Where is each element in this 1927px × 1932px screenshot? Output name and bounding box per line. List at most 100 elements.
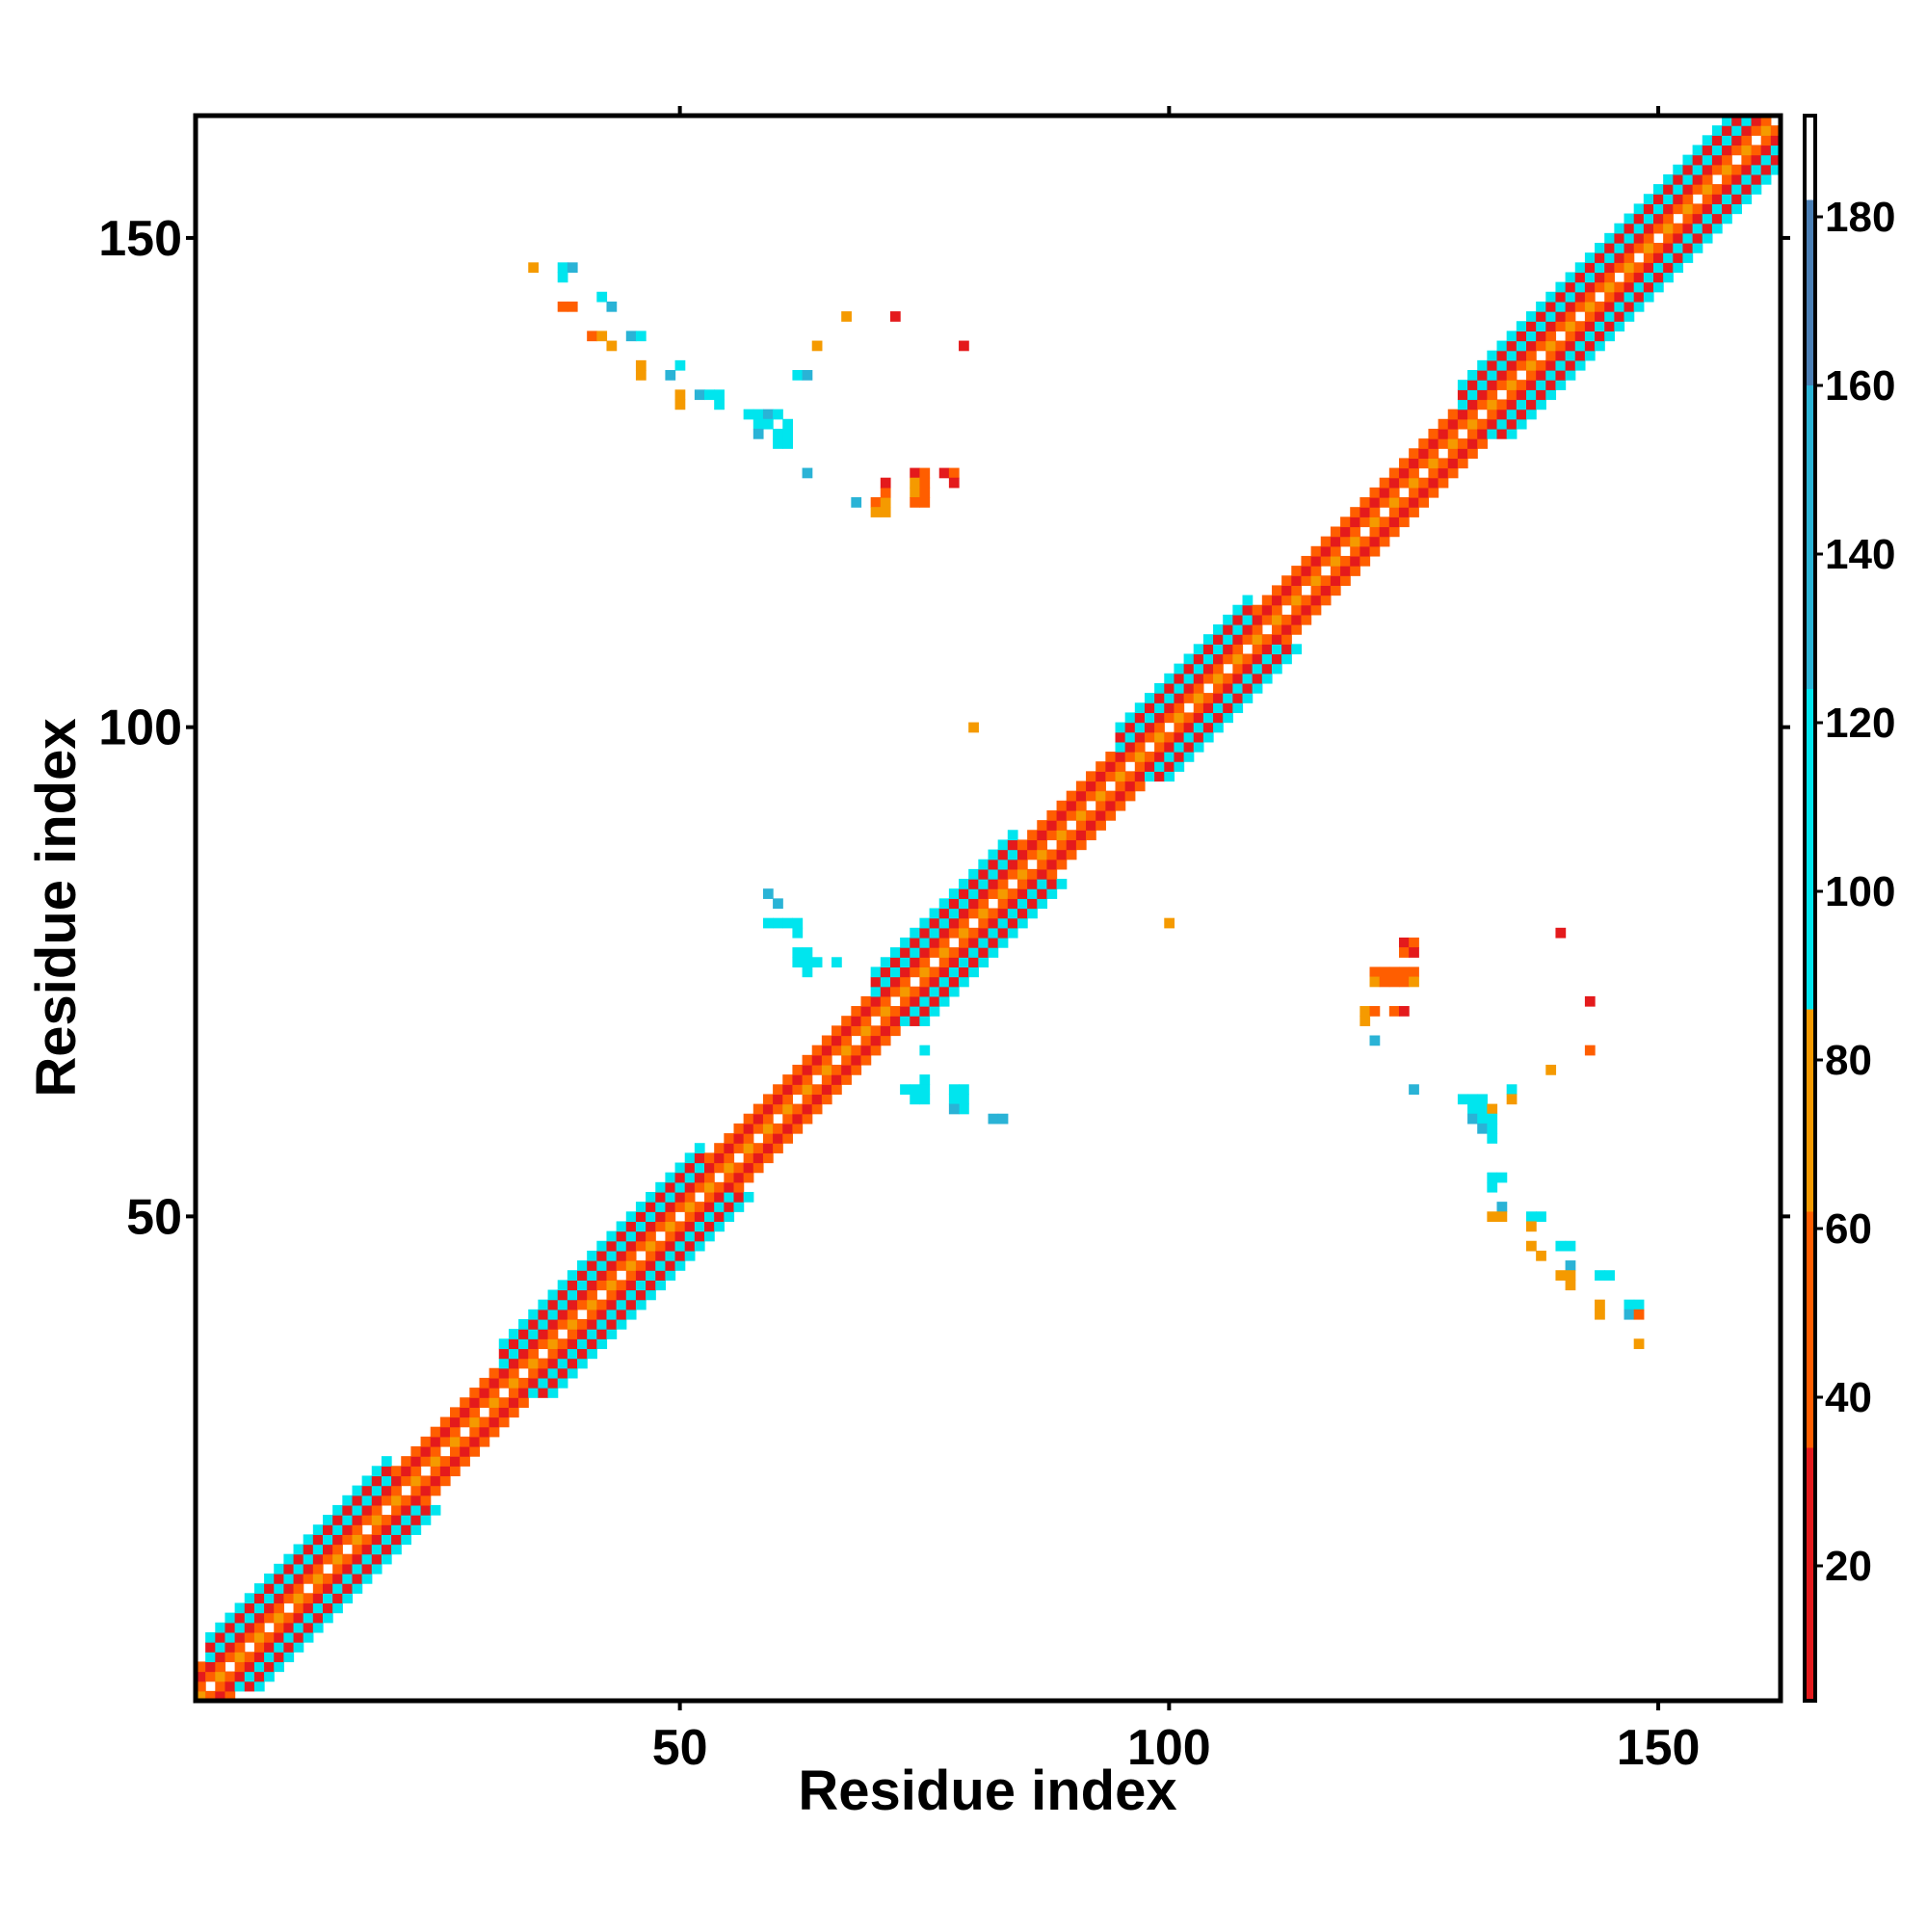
diagonal-cell bbox=[959, 927, 969, 939]
diagonal-cell bbox=[938, 927, 950, 939]
diagonal-cell bbox=[1516, 340, 1527, 352]
contact-cell bbox=[1369, 1006, 1381, 1017]
diagonal-cell bbox=[1731, 135, 1742, 146]
diagonal-cell bbox=[655, 1250, 666, 1261]
diagonal-cell bbox=[782, 1094, 794, 1105]
diagonal-cell bbox=[323, 1612, 333, 1624]
diagonal-cell bbox=[714, 1221, 725, 1232]
contact-cell bbox=[919, 467, 931, 479]
diagonal-cell bbox=[352, 1504, 363, 1516]
diagonal-cell bbox=[381, 1495, 392, 1506]
contact-cell bbox=[910, 1084, 921, 1096]
contact-cell bbox=[959, 1103, 969, 1115]
diagonal-cell bbox=[1574, 340, 1586, 352]
diagonal-cell bbox=[587, 1270, 597, 1281]
diagonal-cell bbox=[508, 1358, 519, 1369]
diagonal-cell bbox=[361, 1495, 373, 1506]
diagonal-cell bbox=[332, 1504, 343, 1516]
diagonal-cell bbox=[1595, 281, 1605, 293]
contact-cell bbox=[762, 888, 774, 899]
diagonal-cell bbox=[860, 1025, 872, 1037]
diagonal-cell bbox=[1075, 809, 1087, 821]
diagonal-cell bbox=[1574, 321, 1586, 331]
diagonal-cell bbox=[567, 1270, 578, 1281]
diagonal-cell bbox=[1722, 173, 1732, 185]
contact-cell bbox=[752, 418, 764, 430]
diagonal-cell bbox=[1418, 448, 1430, 459]
contact-cell bbox=[910, 467, 921, 479]
diagonal-cell bbox=[293, 1583, 304, 1594]
diagonal-cell bbox=[968, 947, 979, 958]
diagonal-cell bbox=[528, 1358, 539, 1369]
diagonal-cell bbox=[410, 1485, 422, 1496]
diagonal-cell bbox=[547, 1358, 559, 1369]
diagonal-cell bbox=[635, 1280, 647, 1291]
diagonal-cell bbox=[821, 1094, 832, 1105]
diagonal-cell bbox=[1213, 624, 1224, 635]
diagonal-cell bbox=[733, 1133, 745, 1144]
diagonal-cell bbox=[988, 947, 999, 958]
diagonal-cell bbox=[420, 1504, 432, 1516]
diagonal-cell bbox=[1310, 566, 1322, 576]
diagonal-cell bbox=[1711, 135, 1723, 146]
diagonal-cell bbox=[870, 976, 882, 988]
diagonal-cell bbox=[646, 1270, 656, 1281]
diagonal-cell bbox=[968, 888, 979, 899]
diagonal-cell bbox=[587, 1348, 597, 1360]
diagonal-cell bbox=[547, 1338, 559, 1350]
diagonal-cell bbox=[832, 1074, 842, 1085]
diagonal-cell bbox=[1007, 859, 1018, 870]
diagonal-cell bbox=[997, 859, 1009, 870]
diagonal-cell bbox=[1291, 595, 1303, 606]
diagonal-cell bbox=[938, 995, 950, 1007]
diagonal-cell bbox=[244, 1622, 255, 1633]
diagonal-cell bbox=[1105, 761, 1117, 772]
diagonal-cell bbox=[714, 1211, 725, 1223]
diagonal-cell bbox=[1692, 232, 1703, 244]
diagonal-cell bbox=[1652, 194, 1664, 204]
diagonal-cell bbox=[1525, 389, 1537, 401]
contact-cell bbox=[762, 409, 774, 420]
diagonal-cell bbox=[1086, 830, 1096, 841]
diagonal-cell bbox=[988, 937, 999, 948]
diagonal-cell bbox=[1438, 477, 1449, 489]
diagonal-cell bbox=[997, 868, 1009, 880]
diagonal-cell bbox=[1046, 830, 1058, 841]
diagonal-cell bbox=[528, 1338, 539, 1350]
diagonal-cell bbox=[253, 1681, 265, 1692]
diagonal-cell bbox=[430, 1426, 441, 1438]
diagonal-cell bbox=[919, 1006, 931, 1017]
plot-frame bbox=[193, 113, 1783, 1704]
diagonal-cell bbox=[283, 1573, 295, 1584]
diagonal-cell bbox=[1702, 173, 1713, 185]
diagonal-cell bbox=[1614, 301, 1625, 312]
diagonal-cell bbox=[1692, 213, 1703, 225]
diagonal-cell bbox=[714, 1202, 725, 1212]
diagonal-cell bbox=[1291, 566, 1303, 576]
diagonal-cell bbox=[1760, 164, 1772, 175]
diagonal-cell bbox=[870, 1006, 882, 1017]
diagonal-cell bbox=[988, 888, 999, 899]
diagonal-cell bbox=[1281, 614, 1292, 625]
diagonal-cell bbox=[1438, 438, 1449, 449]
diagonal-cell bbox=[832, 1045, 842, 1056]
contact-cell bbox=[948, 467, 960, 479]
diagonal-cell bbox=[1722, 203, 1732, 215]
diagonal-cell bbox=[694, 1172, 705, 1183]
diagonal-cell bbox=[1604, 291, 1615, 303]
diagonal-cell bbox=[244, 1661, 255, 1673]
contact-cell bbox=[1409, 1084, 1419, 1096]
diagonal-cell bbox=[792, 1113, 804, 1125]
diagonal-cell bbox=[938, 976, 950, 988]
diagonal-cell bbox=[1770, 135, 1782, 146]
diagonal-cell bbox=[469, 1436, 481, 1447]
diagonal-cell bbox=[635, 1231, 647, 1242]
diagonal-cell bbox=[851, 1025, 862, 1037]
diagonal-cell bbox=[450, 1416, 461, 1428]
diagonal-cell bbox=[900, 1006, 911, 1017]
contact-cell bbox=[773, 917, 783, 929]
diagonal-cell bbox=[567, 1338, 578, 1350]
diagonal-cell bbox=[508, 1367, 519, 1379]
diagonal-cell bbox=[1477, 359, 1488, 371]
diagonal-cell bbox=[488, 1388, 500, 1398]
